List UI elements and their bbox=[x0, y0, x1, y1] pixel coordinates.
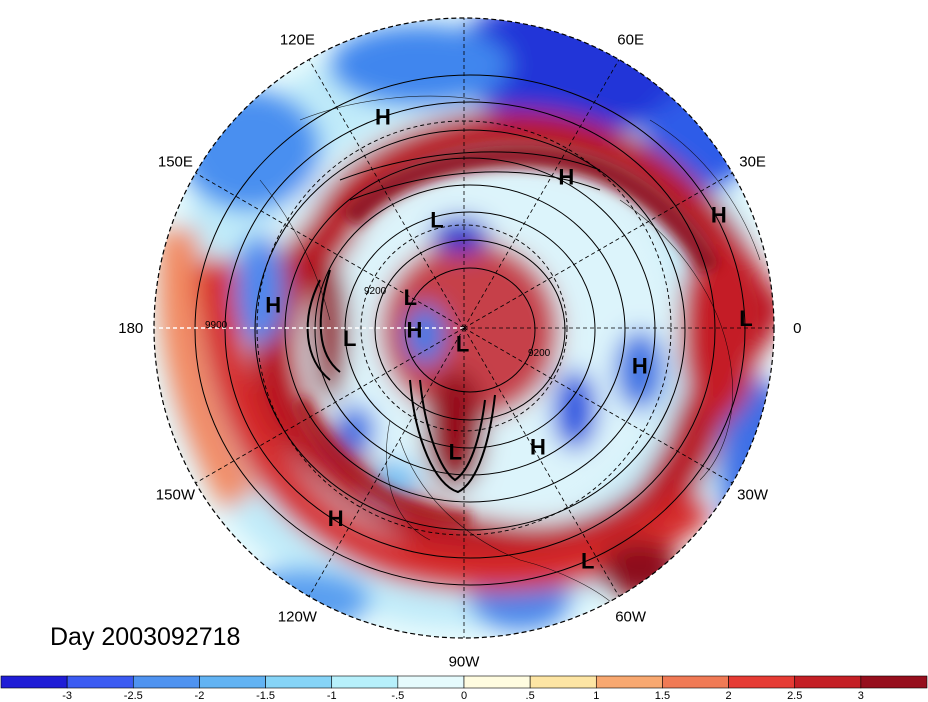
colorbar-tick-label: 2.5 bbox=[787, 690, 802, 702]
high-pressure-label: H bbox=[328, 506, 344, 531]
meridian-line bbox=[463, 327, 733, 484]
low-pressure-label: L bbox=[430, 208, 443, 233]
contour-label: 9200 bbox=[528, 348, 551, 359]
colorbar-tick-label: .5 bbox=[526, 690, 535, 702]
colorbar-swatch bbox=[463, 675, 531, 689]
meridian-line bbox=[463, 327, 620, 597]
meridian-line bbox=[308, 327, 465, 597]
colorbar-swatch bbox=[662, 675, 729, 689]
longitude-label: 30W bbox=[737, 487, 769, 504]
low-pressure-label: L bbox=[739, 306, 752, 331]
meridian-line bbox=[463, 59, 620, 329]
colorbar-swatch bbox=[794, 675, 862, 689]
colorbar-swatch bbox=[66, 675, 134, 689]
high-pressure-label: H bbox=[406, 318, 422, 343]
timestamp-label: Day 2003092718 bbox=[50, 623, 240, 651]
colorbar-tick-label: 1.5 bbox=[655, 690, 670, 702]
colorbar-swatch bbox=[860, 675, 928, 689]
longitude-label: 60E bbox=[617, 31, 644, 48]
low-pressure-label: L bbox=[343, 326, 356, 351]
colorbar-swatch bbox=[0, 675, 68, 689]
longitude-label: 60W bbox=[615, 609, 647, 626]
colorbar-swatch bbox=[397, 675, 465, 689]
colorbar: -3 -2.5 -2 -1.5 -1 -.5 0 .5 1 1.5 2 2.5 3 bbox=[0, 675, 928, 702]
colorbar-swatch bbox=[529, 675, 597, 689]
high-pressure-label: H bbox=[711, 203, 727, 228]
colorbar-tick-label: -1 bbox=[327, 690, 337, 702]
colorbar-tick-label: -2 bbox=[195, 690, 205, 702]
contour-value-labels: 9200 9900 9200 bbox=[205, 286, 551, 359]
meridian-line bbox=[195, 172, 465, 329]
map-boundary-circle bbox=[153, 17, 775, 639]
low-pressure-label: L bbox=[581, 549, 594, 574]
low-pressure-label: L bbox=[449, 440, 462, 465]
high-pressure-label: H bbox=[558, 164, 574, 189]
longitude-label: 150E bbox=[158, 153, 193, 170]
longitude-label: 180 bbox=[118, 320, 143, 337]
longitude-label: 120E bbox=[280, 31, 315, 48]
colorbar-swatch bbox=[132, 675, 200, 689]
colorbar-tick-label: -3 bbox=[62, 690, 72, 702]
colorbar-tick-label: 1 bbox=[593, 690, 599, 702]
contour-label: 9200 bbox=[364, 286, 387, 297]
contour-label: 9900 bbox=[205, 320, 228, 331]
high-pressure-label: H bbox=[375, 105, 391, 130]
colorbar-tick-label: 2 bbox=[726, 690, 732, 702]
longitude-labels: 90E 60E 30E 0 30W 60W 90W 120W 150W 180 150E 120E bbox=[118, 0, 801, 670]
coastlines bbox=[259, 95, 761, 611]
meridian-line bbox=[195, 327, 465, 484]
anomaly-field bbox=[154, 18, 774, 638]
colorbar-swatch bbox=[728, 675, 796, 689]
geopotential-contours bbox=[194, 74, 746, 586]
colorbar-swatch bbox=[331, 675, 399, 689]
longitude-label: 150W bbox=[156, 487, 196, 504]
colorbar-tick-label: -.5 bbox=[391, 690, 404, 702]
meridian-lines bbox=[154, 18, 774, 638]
colorbar-tick-label: -2.5 bbox=[124, 690, 143, 702]
high-pressure-label: H bbox=[530, 434, 546, 459]
high-pressure-label: H bbox=[265, 293, 281, 318]
colorbar-tick-label: -1.5 bbox=[256, 690, 275, 702]
low-pressure-label: L bbox=[456, 331, 469, 356]
colorbar-swatch bbox=[199, 675, 266, 689]
meridian-line bbox=[463, 172, 733, 329]
longitude-label: 120W bbox=[278, 609, 318, 626]
colorbar-swatch bbox=[265, 675, 333, 689]
longitude-label: 0 bbox=[793, 320, 801, 337]
colorbar-swatch bbox=[595, 675, 663, 689]
longitude-label: 30E bbox=[739, 153, 766, 170]
high-pressure-label: H bbox=[632, 353, 648, 378]
colorbar-tick-label: 3 bbox=[858, 690, 864, 702]
low-pressure-label: L bbox=[404, 285, 417, 310]
colorbar-tick-label: 0 bbox=[461, 690, 467, 702]
longitude-label: 90W bbox=[449, 653, 481, 670]
longitude-label: 90E bbox=[451, 0, 478, 4]
meridian-line bbox=[308, 59, 465, 329]
